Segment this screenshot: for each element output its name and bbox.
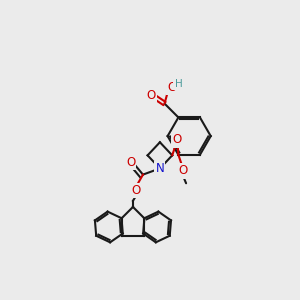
Text: H: H — [175, 79, 182, 88]
Text: O: O — [178, 164, 188, 177]
Text: O: O — [147, 88, 156, 102]
Text: O: O — [126, 156, 135, 169]
Text: O: O — [172, 134, 182, 146]
Text: N: N — [155, 162, 164, 175]
Text: O: O — [168, 81, 177, 94]
Text: O: O — [131, 184, 141, 197]
